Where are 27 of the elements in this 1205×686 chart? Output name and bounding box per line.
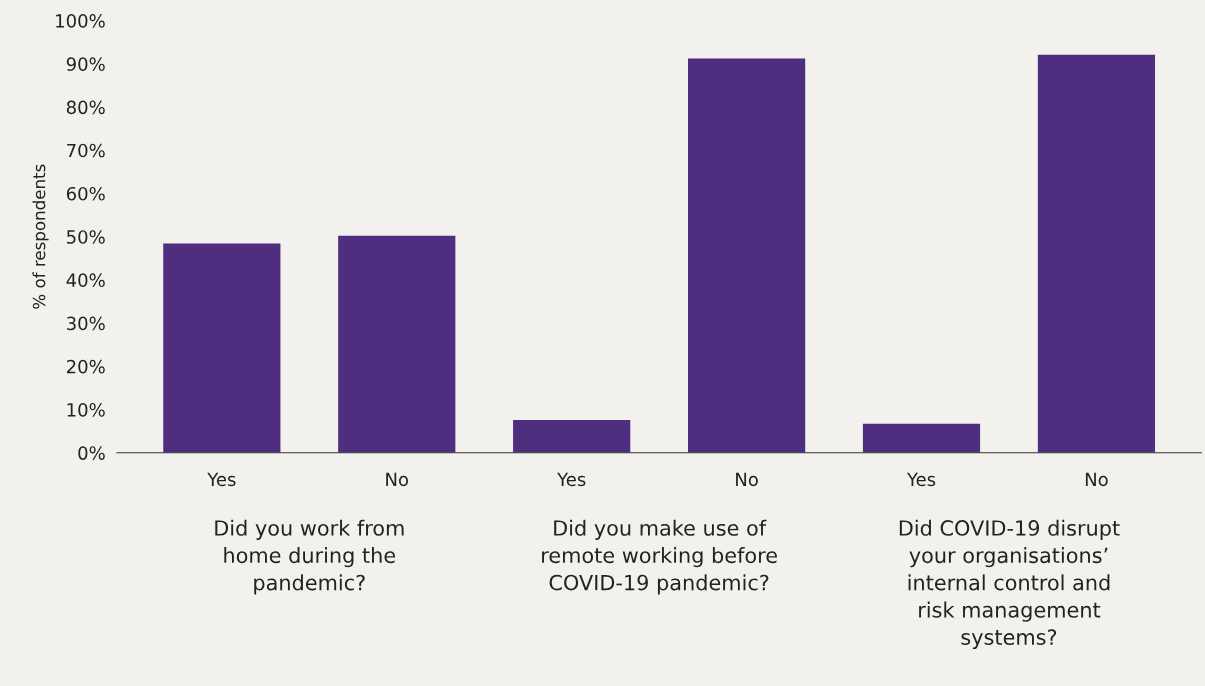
y-tick-label: 90% [66,57,105,71]
y-axis-title: % of respondents [32,164,49,309]
x-tick-label: Yes [906,472,936,487]
text: Did you make use of remote working before COVID-19 pandemic? [542,519,777,595]
bar [1037,54,1156,453]
bar [163,243,281,453]
x-tick-label: No [1085,472,1108,487]
bar [688,58,806,453]
y-tick-label: 60% [66,186,105,201]
bar [338,235,456,453]
y-tick-label: 100% [56,14,105,28]
y-tick-label: 70% [67,143,105,158]
x-tick-label: Yes [557,472,586,487]
text: Did COVID-19 disrupt your organisations’ internal control and risk management systems? [899,519,1120,650]
y-tick-label: 20% [66,359,105,374]
text: Did you work from home during the pandemic? [215,519,404,595]
y-tick-label: 40% [66,273,105,287]
bar [513,419,631,453]
y-tick-label: 0% [78,446,105,460]
y-tick-label: 30% [67,316,105,331]
y-tick-label: 50% [67,230,105,244]
bar [862,423,981,453]
x-tick-label: No [386,472,409,487]
y-tick-label: 80% [66,100,105,115]
x-tick-label: Yes [207,472,236,487]
y-tick-label: 10% [67,403,105,417]
x-tick-label: No [736,472,758,487]
